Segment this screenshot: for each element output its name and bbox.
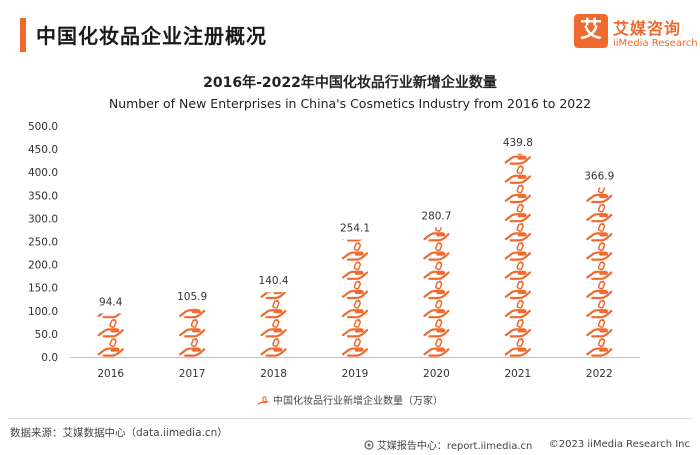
y-axis: 0.0 50.0 100.0 150.0 200.0 250.0 300.0 350.0 400… [28,121,58,364]
pictogram-unit [504,184,531,204]
bar-2019 [341,239,369,357]
pictogram-unit [342,239,363,242]
pictogram-unit [97,337,124,357]
pictogram-unit [260,299,287,319]
bar-2022 [586,187,613,357]
y-tick-label: 50.0 [35,329,58,341]
pictogram-unit [504,165,531,184]
data-label: 94.4 [99,296,123,308]
title-accent-bar [20,18,26,52]
footer-divider [8,418,692,419]
pictogram-unit [504,153,531,165]
chart-subtitle: Number of New Enterprises in China's Cos… [108,96,592,111]
pictogram-unit [586,299,613,319]
pictogram-unit [97,318,124,338]
pictogram-unit [341,261,369,280]
data-label: 439.8 [503,137,533,149]
pictogram-unit [586,318,613,338]
pictogram-unit [504,241,531,261]
bars: 94.4 105.9 140.4 254.1 280.7 439.8 366.9 [97,137,614,357]
pictogram-unit [504,337,531,357]
x-tick-label: 2021 [504,368,531,380]
pictogram-unit [586,187,613,204]
x-tick-label: 2020 [423,368,450,380]
iimedia-logo[interactable]: 艾 艾媒咨询 iiMedia Research [574,14,698,58]
pictogram-unit [341,241,369,261]
pictogram-unit [504,203,531,223]
y-tick-label: 500.0 [28,121,58,133]
y-tick-label: 0.0 [41,352,58,364]
pictogram-unit [586,337,613,357]
pictogram-unit [504,261,531,280]
logo-name-en: iiMedia Research [613,38,698,49]
pictogram-unit [341,299,369,319]
y-tick-label: 350.0 [28,190,58,202]
pictogram-unit [586,203,613,223]
pictogram-unit [423,227,450,242]
pictogram-unit [423,337,450,357]
logo-name-cn: 艾媒咨询 [613,19,682,38]
report-center-icon [364,439,374,450]
pictogram-unit [504,299,531,319]
hand-bottle-icon [257,396,269,405]
y-tick-label: 150.0 [28,283,58,295]
y-tick-label: 400.0 [28,167,58,179]
pictogram-unit [260,337,287,357]
x-axis: 2016 2017 2018 2019 2020 2021 2022 [70,357,640,380]
y-tick-label: 200.0 [28,260,58,272]
data-label: 280.7 [421,210,451,222]
data-label: 105.9 [177,291,207,303]
pictogram-unit [504,222,531,242]
bar-2017 [179,308,206,357]
bar-2021 [504,153,531,357]
bar-2018 [260,292,287,357]
pictogram-unit [341,318,369,338]
data-label: 140.4 [259,275,289,287]
pictogram-unit [586,222,613,242]
x-tick-label: 2016 [97,368,124,380]
y-tick-label: 250.0 [28,237,58,249]
pictogram-unit [423,318,450,338]
legend: 中国化妆品行业新增企业数量（万家） [0,392,700,407]
bar-2020 [423,227,450,357]
pictogram-unit [341,280,369,300]
pictogram-unit [504,318,531,338]
pictogram-unit [97,313,122,319]
pictogram-unit [586,261,613,280]
y-tick-label: 100.0 [28,306,58,318]
x-tick-label: 2017 [179,368,206,380]
page-title: 中国化妆品企业注册概况 [36,24,267,48]
pictogram-unit [586,241,613,261]
pictogram-unit [179,308,206,319]
footer-right: 艾媒报告中心：report.iimedia.cn ©2023 iiMedia R… [364,437,690,452]
data-label: 254.1 [340,223,370,235]
legend-label: 中国化妆品行业新增企业数量（万家） [273,396,443,407]
y-tick-label: 450.0 [28,144,58,156]
pictogram-unit [341,337,369,357]
x-tick-label: 2022 [586,368,613,380]
pictogram-unit [423,261,450,280]
bar-2016 [97,313,124,357]
pictogram-unit [423,241,450,261]
chart-title: 2016年-2022年中国化妆品行业新增企业数量 [203,75,497,91]
pictogram-unit [504,280,531,300]
pictogram-unit [586,280,613,300]
pictogram-unit [423,299,450,319]
y-tick-label: 300.0 [28,213,58,225]
pictogram-unit [423,280,450,300]
copyright: ©2023 iiMedia Research Inc [548,439,690,450]
pictogram-unit [260,292,287,300]
x-tick-label: 2019 [342,368,369,380]
x-tick-label: 2018 [260,368,287,380]
pictogram-unit [179,337,206,357]
logo-mark: 艾 [574,14,608,48]
data-label: 366.9 [584,170,614,182]
pictogram-unit [179,318,206,338]
data-source: 数据来源：艾媒数据中心（data.iimedia.cn） [10,427,228,439]
pictogram-unit [260,318,287,338]
report-center-link[interactable]: 艾媒报告中心：report.iimedia.cn [376,441,533,452]
